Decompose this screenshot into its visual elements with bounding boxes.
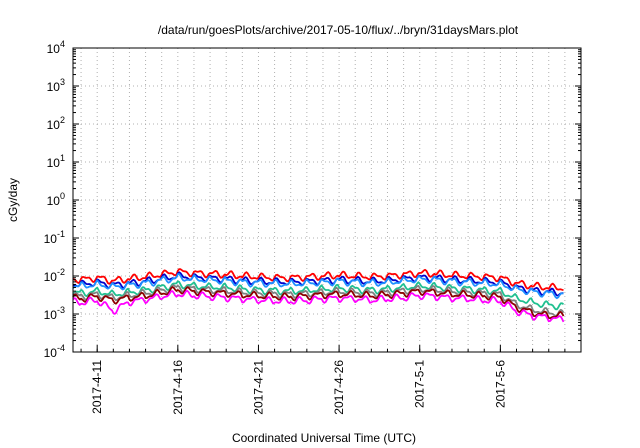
grid [73, 47, 581, 353]
y-tick-label: 10-2 [44, 267, 65, 284]
series-line [72, 268, 564, 292]
series-line [72, 286, 565, 320]
y-tick-label: 101 [47, 153, 65, 170]
y-axis-label: cGy/day [6, 178, 20, 222]
y-tick-label: 10-1 [44, 229, 65, 246]
series-line [72, 273, 564, 300]
y-tick-label: 10-3 [44, 305, 65, 322]
chart-title: /data/run/goesPlots/archive/2017-05-10/f… [158, 23, 519, 37]
y-tick-label: 104 [47, 39, 65, 56]
x-tick-label: 2017-4-21 [251, 360, 265, 415]
y-tick-label: 10-4 [44, 343, 65, 360]
x-tick-label: 2017-5-6 [493, 360, 507, 408]
x-tick-label: 2017-4-11 [90, 360, 104, 414]
y-tick-label: 103 [47, 77, 65, 94]
x-axis-label: Coordinated Universal Time (UTC) [232, 431, 416, 445]
series-line [72, 289, 565, 323]
x-tick-label: 2017-4-16 [171, 360, 185, 415]
x-tick-label: 2017-5-1 [413, 360, 427, 408]
y-tick-label: 102 [47, 115, 65, 132]
y-tick-label: 100 [47, 191, 65, 208]
x-axis: 2017-4-11 2017-4-16 2017-4-21 2017-4-26 2017… [80, 345, 566, 415]
series-group [72, 268, 565, 323]
x-tick-label: 2017-4-26 [332, 360, 346, 415]
y-axis: 10-4 10-3 10-2 10-1 100 101 102 103 104 [44, 39, 581, 360]
